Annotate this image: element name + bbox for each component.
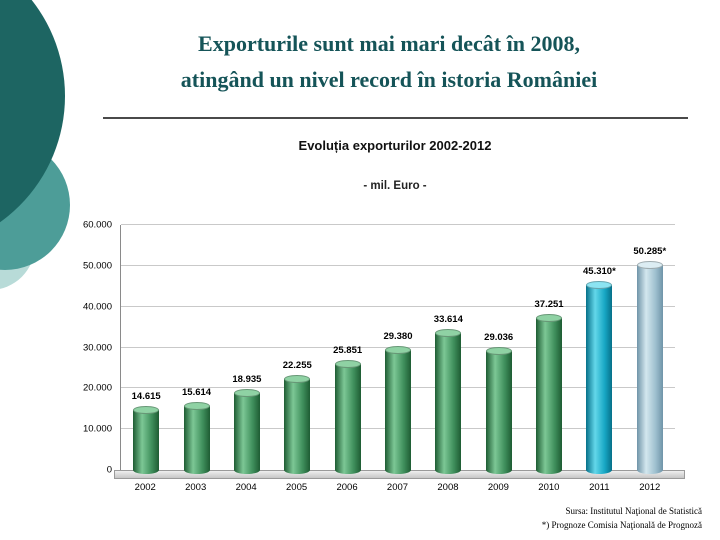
bar-top-ellipse [536,313,563,322]
export-chart: Evoluția exporturilor 2002-2012 - mil. E… [82,130,705,505]
bar-2009: 29.036 [484,332,513,474]
slide-title-line1: Exporturile sunt mai mari decât în 2008, [198,31,580,56]
bar-2006: 25.851 [333,345,362,474]
bar-value-label: 50.285* [633,245,667,257]
bar-2008: 33.614 [434,314,463,474]
bar-value-label: 18.935 [232,373,262,385]
bar-top-ellipse [133,406,160,415]
bar-top-ellipse [183,402,210,411]
chart-title: Evoluția exporturilor 2002-2012 [298,138,492,153]
grid-line [121,224,675,225]
bar-slot: 14.615 [121,225,171,474]
bar-top-ellipse [334,360,361,369]
bar-top-ellipse [485,347,512,356]
bar-value-label: 33.614 [433,313,463,325]
bar-value-label: 37.251 [534,298,564,310]
bar-slot: 29.380 [373,225,423,474]
chart-subtitle: - mil. Euro - [363,180,427,192]
bar-bottom-ellipse [183,466,210,474]
bar-slot: 22.255 [272,225,322,474]
x-tick-label: 2008 [437,482,459,493]
x-tick-label: 2010 [538,482,560,493]
slide-title: Exporturile sunt mai mari decât în 2008,… [70,26,708,97]
bar-bottom-ellipse [284,466,311,474]
source-note: Sursa: Institutul Naţional de Statistică… [542,505,702,532]
bar-bottom-ellipse [636,466,663,474]
grid-line [121,264,675,266]
y-tick-label: 20.000 [82,382,112,394]
bar-value-label: 15.614 [182,387,212,399]
x-tick-label: 2004 [235,482,257,493]
bar-slot: 50.285* [625,225,675,474]
x-tick-label: 2005 [286,482,308,493]
bar-slot: 29.036 [474,225,524,474]
x-axis-labels: 2002 2003 2004 2005 2006 2007 2008 2009 2010 2011… [120,482,675,493]
bar-2005: 22.255 [283,360,312,474]
x-tick-label: 2009 [487,482,509,493]
bar-slot: 18.935 [222,225,272,474]
bar-value-label: 25.851 [333,345,363,357]
bar-bottom-ellipse [384,466,411,474]
x-tick-label: 2012 [639,482,661,493]
x-tick-label: 2003 [185,482,207,493]
x-tick-label: 2007 [386,482,409,493]
bar-2010: 37.251 [535,299,564,474]
bar-bottom-ellipse [586,466,613,474]
bar-top-ellipse [586,280,613,289]
bar-2004: 18.935 [232,374,261,474]
y-tick-label: 0 [106,464,112,476]
bar-slot: 15.614 [171,225,221,474]
y-tick-label: 40.000 [82,301,112,313]
x-tick-label: 2011 [589,482,610,493]
x-tick-label: 2002 [134,482,156,493]
y-axis-labels: 0 10.000 20.000 30.000 40.000 50.000 60.000 [82,220,117,476]
y-tick-label: 50.000 [82,260,112,272]
bar-bottom-ellipse [536,466,563,474]
bar-top-ellipse [384,346,411,355]
bar-2003: 15.614 [182,387,211,474]
bar-bottom-ellipse [485,466,512,474]
bar-bottom-ellipse [233,466,260,474]
x-tick-label: 2006 [336,482,358,493]
bar-2012: 50.285* [633,246,666,474]
bar-slot: 33.614 [423,225,473,474]
bar-top-ellipse [435,328,462,337]
bar-top-ellipse [284,375,311,384]
plot-area: 14.615 15.614 18.935 22.255 25.851 29.380 33.6… [114,224,685,479]
bar-slot: 37.251 [524,225,574,474]
bar-2007: 29.380 [383,331,413,474]
y-tick-label: 60.000 [82,219,112,231]
source-line2: *) Prognoze Comisia Naţională de Prognoz… [541,519,702,530]
bar-value-label: 45.310* [583,265,616,277]
bar-slot: 45.310* [574,225,624,474]
title-separator [103,117,688,119]
bar-value-label: 29.036 [484,332,514,344]
bar-slot: 25.851 [322,225,372,474]
bar-bottom-ellipse [435,466,462,474]
y-tick-label: 30.000 [82,342,112,353]
bar-top-ellipse [233,388,260,397]
bar-top-ellipse [636,260,663,269]
grid-line [121,305,675,307]
bars: 14.615 15.614 18.935 22.255 25.851 29.380 33.6… [121,225,675,474]
bar-value-label: 22.255 [282,360,312,372]
source-line1: Sursa: Institutul Naţional de Statistică [565,506,702,516]
bar-value-label: 14.615 [131,391,161,403]
bar-bottom-ellipse [133,466,160,474]
slide-title-line2: atingând un nivel record în istoria Româ… [180,66,598,92]
bar-value-label: 29.380 [383,331,413,343]
bar-bottom-ellipse [334,466,361,474]
y-tick-label: 10.000 [82,423,112,435]
bar-2011: 45.310* [583,266,616,474]
bar-2002: 14.615 [132,391,161,474]
